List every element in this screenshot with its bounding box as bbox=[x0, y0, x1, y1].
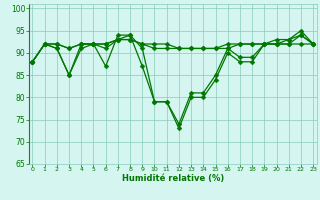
X-axis label: Humidité relative (%): Humidité relative (%) bbox=[122, 174, 224, 183]
